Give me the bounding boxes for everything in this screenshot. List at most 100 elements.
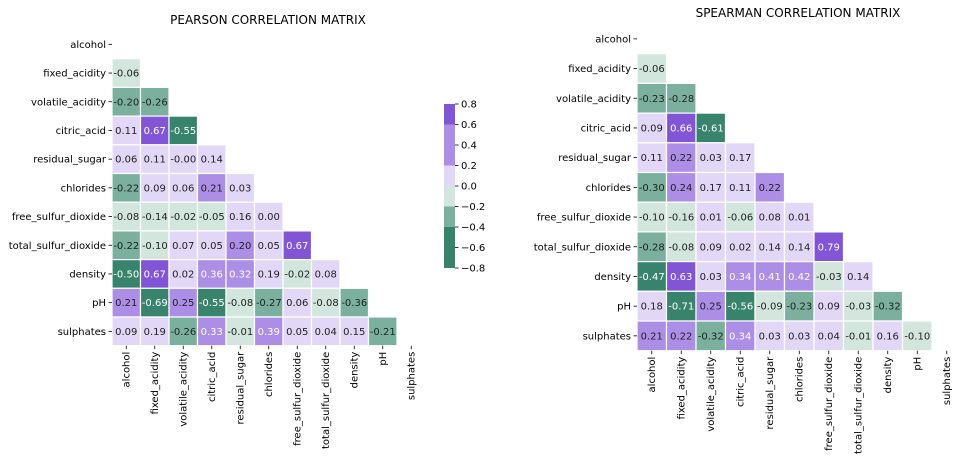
pearson-cell-label: -0.02 bbox=[170, 212, 196, 223]
spearman-col-label: volatile_acidity bbox=[706, 357, 717, 432]
spearman-heatmap: SPEARMAN CORRELATION MATRIX -0.06-0.23 -0… bbox=[534, 6, 954, 454]
spearman-cell-label: 0.16 bbox=[877, 331, 899, 342]
pearson-row-label: density bbox=[69, 269, 106, 280]
spearman-cell-label: 0.03 bbox=[759, 331, 781, 342]
spearman-cell-label: 0.34 bbox=[729, 272, 751, 283]
spearman-cell bbox=[813, 320, 845, 352]
spearman-cell-label: -0.30 bbox=[639, 183, 665, 194]
pearson-row-label: chlorides bbox=[61, 183, 106, 194]
spearman-cell-label: -0.03 bbox=[845, 302, 871, 313]
spearman-cell-label: -0.09 bbox=[757, 302, 783, 313]
pearson-cell-label: -0.08 bbox=[113, 212, 139, 223]
pearson-cell-label: -0.55 bbox=[199, 298, 225, 309]
spearman-col-label: fixed_acidity bbox=[677, 357, 688, 420]
spearman-cell bbox=[695, 201, 727, 233]
pearson-cell-label: 0.32 bbox=[229, 269, 251, 280]
spearman-cell-label: 0.03 bbox=[788, 331, 810, 342]
spearman-row-label: alcohol bbox=[595, 34, 631, 45]
spearman-row-label: citric_acid bbox=[581, 123, 631, 134]
pearson-cell bbox=[253, 316, 284, 347]
spearman-cell bbox=[872, 290, 904, 322]
pearson-cell-label: 0.33 bbox=[201, 327, 223, 338]
spearman-cell-label: 0.01 bbox=[788, 213, 810, 224]
pearson-cell-label: 0.39 bbox=[258, 327, 280, 338]
pearson-cell-label: -0.26 bbox=[170, 327, 196, 338]
spearman-row-label: free_sulfur_dioxide bbox=[537, 213, 631, 224]
spearman-cell-label: -0.32 bbox=[698, 331, 724, 342]
pearson-cell bbox=[310, 316, 341, 347]
pearson-cell-label: 0.03 bbox=[229, 183, 251, 194]
pearson-row-label: free_sulfur_dioxide bbox=[12, 212, 106, 223]
pearson-col-label: sulphates bbox=[407, 352, 418, 400]
spearman-cell-label: -0.28 bbox=[668, 94, 694, 105]
spearman-cell-label: -0.61 bbox=[698, 123, 724, 134]
colorbar-tick-label: −0.4 bbox=[461, 223, 485, 234]
pearson-cell-label: -0.55 bbox=[170, 126, 196, 137]
spearman-cell-label: -0.56 bbox=[727, 302, 753, 313]
spearman-cell bbox=[783, 201, 815, 233]
pearson-cell-label: 0.19 bbox=[258, 269, 280, 280]
pearson-cell-label: 0.05 bbox=[258, 241, 280, 252]
colorbar-tick-label: 0.0 bbox=[461, 182, 477, 193]
spearman-cell-label: 0.79 bbox=[818, 242, 840, 253]
spearman-col-label: pH bbox=[913, 357, 924, 371]
pearson-row-label: sulphates bbox=[58, 327, 106, 338]
spearman-cell-label: 0.66 bbox=[670, 123, 692, 134]
pearson-cell bbox=[339, 287, 370, 318]
spearman-cell bbox=[783, 261, 815, 292]
spearman-col-label: citric_acid bbox=[736, 357, 747, 407]
spearman-cell-label: 0.08 bbox=[759, 213, 781, 224]
spearman-col-label: density bbox=[883, 357, 894, 394]
pearson-cell-label: 0.06 bbox=[172, 183, 194, 194]
pearson-cell bbox=[111, 287, 142, 318]
spearman-cell-label: -0.06 bbox=[727, 213, 753, 224]
colorbar-band bbox=[444, 227, 455, 268]
spearman-col-label: total_sulfur_dioxide bbox=[854, 357, 865, 454]
pearson-row-label: alcohol bbox=[70, 40, 106, 51]
spearman-row-label: residual_sugar bbox=[558, 153, 632, 164]
pearson-cell bbox=[168, 316, 199, 347]
pearson-cell-label: 0.07 bbox=[172, 241, 194, 252]
spearman-cell bbox=[636, 290, 668, 322]
spearman-cell-label: 0.14 bbox=[847, 272, 869, 283]
colorbar-tick-label: 0.6 bbox=[461, 120, 477, 131]
spearman-cell-label: 0.17 bbox=[700, 183, 722, 194]
spearman-cell-label: 0.11 bbox=[641, 153, 663, 164]
spearman-cell bbox=[901, 320, 933, 352]
colorbar-tick-label: 0.4 bbox=[461, 141, 477, 152]
pearson-cell-label: 0.67 bbox=[144, 269, 166, 280]
pearson-cell-label: -0.00 bbox=[170, 155, 196, 166]
pearson-cell bbox=[196, 201, 227, 232]
colorbar-tick-label: 0.2 bbox=[461, 161, 477, 172]
pearson-cell-label: -0.36 bbox=[341, 298, 367, 309]
spearman-cell bbox=[724, 171, 756, 203]
pearson-cell-label: 0.05 bbox=[286, 327, 308, 338]
spearman-cell bbox=[695, 290, 727, 322]
spearman-cell bbox=[813, 231, 845, 263]
spearman-col-label: free_sulfur_dioxide bbox=[824, 357, 835, 451]
pearson-cell-label: -0.05 bbox=[199, 212, 225, 223]
spearman-cell-label: -0.23 bbox=[786, 302, 812, 313]
spearman-cell bbox=[665, 82, 697, 114]
pearson-cell-label: 0.15 bbox=[343, 327, 365, 338]
pearson-cell bbox=[339, 316, 370, 347]
pearson-cell bbox=[111, 230, 142, 261]
spearman-cell bbox=[754, 290, 786, 322]
colorbar-tick-label: −0.6 bbox=[461, 243, 485, 254]
pearson-cell-label: -0.22 bbox=[113, 183, 139, 194]
spearman-cell-label: 0.22 bbox=[759, 183, 781, 194]
pearson-cell bbox=[139, 201, 170, 232]
pearson-cell-label: -0.20 bbox=[113, 97, 139, 108]
pearson-cell-label: -0.50 bbox=[113, 269, 139, 280]
spearman-row-label: fixed_acidity bbox=[568, 64, 631, 75]
pearson-cell-label: 0.67 bbox=[144, 126, 166, 137]
pearson-cell bbox=[139, 230, 170, 261]
spearman-cell-label: -0.10 bbox=[639, 213, 665, 224]
spearman-cell-label: 0.11 bbox=[729, 183, 751, 194]
colorbar-tick-label: 0.8 bbox=[461, 100, 477, 111]
pearson-cell bbox=[196, 172, 227, 203]
pearson-cell-label: 0.09 bbox=[115, 327, 137, 338]
pearson-cell-label: -0.06 bbox=[113, 69, 139, 80]
spearman-cell-label: 0.24 bbox=[670, 183, 692, 194]
